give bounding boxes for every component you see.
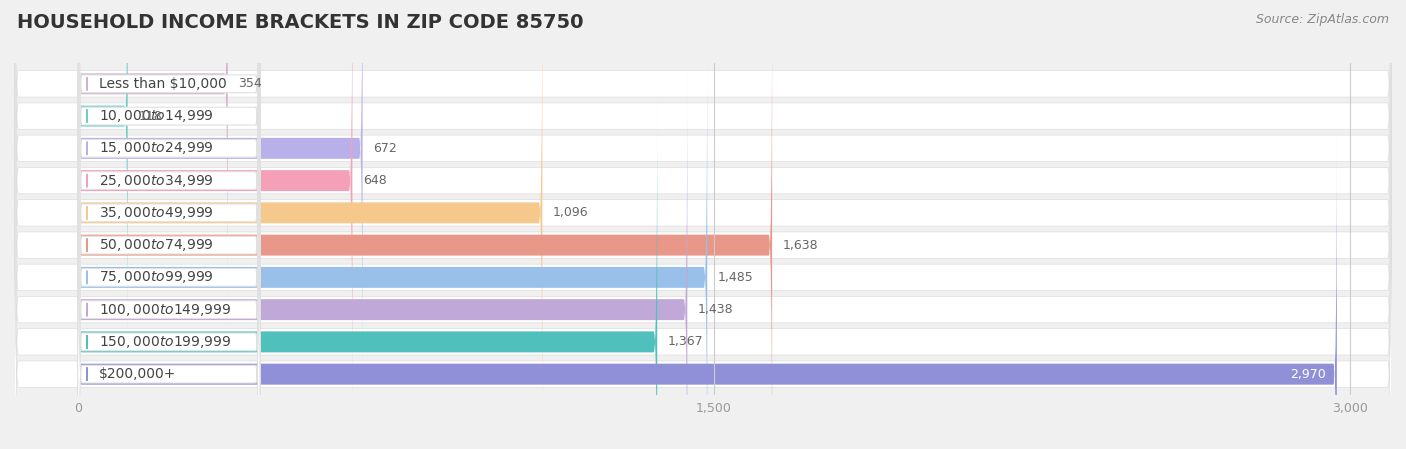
Text: 1,438: 1,438	[697, 303, 734, 316]
FancyBboxPatch shape	[14, 0, 1392, 449]
FancyBboxPatch shape	[77, 0, 260, 449]
FancyBboxPatch shape	[77, 61, 260, 449]
FancyBboxPatch shape	[77, 0, 128, 364]
Text: 118: 118	[138, 110, 162, 123]
Text: 1,367: 1,367	[668, 335, 703, 348]
FancyBboxPatch shape	[77, 0, 260, 449]
FancyBboxPatch shape	[14, 0, 1392, 449]
Text: $25,000 to $34,999: $25,000 to $34,999	[98, 172, 214, 189]
FancyBboxPatch shape	[77, 28, 260, 449]
FancyBboxPatch shape	[14, 65, 1392, 449]
Text: $75,000 to $99,999: $75,000 to $99,999	[98, 269, 214, 286]
FancyBboxPatch shape	[14, 32, 1392, 449]
FancyBboxPatch shape	[14, 0, 1392, 449]
FancyBboxPatch shape	[77, 0, 353, 428]
FancyBboxPatch shape	[14, 0, 1392, 449]
FancyBboxPatch shape	[77, 30, 707, 449]
Text: 1,096: 1,096	[553, 207, 589, 220]
Text: Source: ZipAtlas.com: Source: ZipAtlas.com	[1256, 13, 1389, 26]
FancyBboxPatch shape	[14, 0, 1392, 449]
Text: HOUSEHOLD INCOME BRACKETS IN ZIP CODE 85750: HOUSEHOLD INCOME BRACKETS IN ZIP CODE 85…	[17, 13, 583, 32]
FancyBboxPatch shape	[77, 0, 260, 449]
Text: $15,000 to $24,999: $15,000 to $24,999	[98, 141, 214, 156]
Text: $150,000 to $199,999: $150,000 to $199,999	[98, 334, 231, 350]
Text: 1,638: 1,638	[783, 238, 818, 251]
FancyBboxPatch shape	[77, 0, 260, 449]
FancyBboxPatch shape	[14, 0, 1392, 449]
FancyBboxPatch shape	[77, 0, 260, 449]
Text: 672: 672	[373, 142, 396, 155]
FancyBboxPatch shape	[77, 0, 543, 449]
Text: $50,000 to $74,999: $50,000 to $74,999	[98, 237, 214, 253]
FancyBboxPatch shape	[14, 0, 1392, 426]
FancyBboxPatch shape	[77, 0, 363, 396]
Text: $100,000 to $149,999: $100,000 to $149,999	[98, 302, 231, 317]
Text: $35,000 to $49,999: $35,000 to $49,999	[98, 205, 214, 221]
Text: 354: 354	[239, 77, 262, 90]
Text: 2,970: 2,970	[1291, 368, 1326, 381]
Text: Less than $10,000: Less than $10,000	[98, 77, 226, 91]
FancyBboxPatch shape	[77, 0, 260, 449]
Text: 648: 648	[363, 174, 387, 187]
FancyBboxPatch shape	[77, 0, 228, 331]
Text: $200,000+: $200,000+	[98, 367, 176, 381]
Text: $10,000 to $14,999: $10,000 to $14,999	[98, 108, 214, 124]
FancyBboxPatch shape	[77, 94, 657, 449]
FancyBboxPatch shape	[77, 62, 688, 449]
FancyBboxPatch shape	[77, 0, 772, 449]
Text: 1,485: 1,485	[718, 271, 754, 284]
FancyBboxPatch shape	[77, 0, 260, 397]
FancyBboxPatch shape	[77, 127, 1337, 449]
FancyBboxPatch shape	[77, 0, 260, 430]
FancyBboxPatch shape	[14, 0, 1392, 393]
